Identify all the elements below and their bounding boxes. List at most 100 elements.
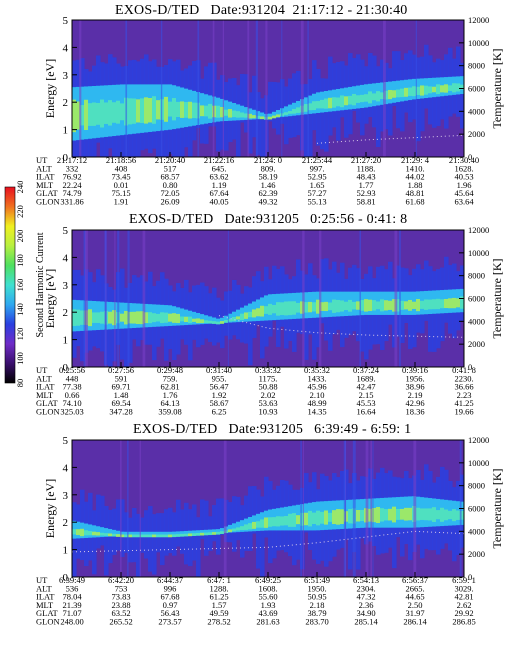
spectral-cell: [280, 79, 285, 124]
spectral-cell: [112, 102, 117, 123]
orbit-value: 42.96: [405, 398, 424, 408]
orbit-value: 1950.: [307, 583, 326, 593]
y2-axis-label: Temperature [K]: [490, 258, 504, 338]
orbit-value: 1.77: [359, 180, 374, 190]
spectral-cell: [188, 101, 193, 119]
spectral-cell: [172, 534, 177, 538]
y2-tick-label: 4000: [468, 526, 485, 536]
orbit-value: 2.10: [310, 390, 325, 400]
spectral-streak: [117, 230, 120, 367]
y2-tick-label: 4000: [468, 106, 485, 116]
spectral-cell: [108, 311, 113, 324]
spectral-cell: [76, 101, 81, 130]
spectral-cell: [260, 116, 265, 120]
spectral-cell: [264, 517, 269, 528]
orbit-value: 248.00: [60, 617, 83, 627]
spectral-cell: [120, 499, 125, 557]
spectral-cell: [232, 528, 237, 532]
y-tick-label: 3: [63, 70, 69, 82]
spectral-cell: [148, 534, 153, 538]
spectral-cell: [208, 320, 213, 324]
y2-tick-label: 12000: [468, 225, 489, 235]
y-tick-label: 5: [63, 225, 69, 237]
spectral-cell: [200, 314, 205, 325]
spectral-cell: [156, 534, 161, 538]
spectral-cell: [380, 508, 385, 522]
spectral-cell: [156, 531, 161, 536]
spectral-cell: [340, 509, 345, 525]
spectral-cell: [240, 73, 245, 123]
spectral-cell: [352, 93, 357, 106]
orbit-row-label-mlt: MLT: [36, 600, 54, 610]
spectral-cell: [248, 311, 253, 318]
spectrogram-2: [72, 230, 464, 367]
spectral-cell: [128, 534, 133, 538]
orbit-value: 0:37:24: [353, 365, 380, 375]
spectral-cell: [268, 81, 273, 122]
y-tick-label: 1: [63, 125, 69, 137]
spectral-cell: [200, 282, 205, 345]
spectral-cell: [308, 78, 313, 157]
y-tick-label: 1: [63, 545, 69, 557]
orbit-value: 325.03: [60, 407, 83, 417]
orbit-value: 359.08: [158, 407, 181, 417]
orbit-row-label-glat: GLAT: [36, 608, 59, 618]
spectral-cell: [408, 507, 413, 521]
spectral-cell: [332, 97, 337, 108]
spectral-cell: [96, 532, 101, 536]
spectral-cell: [96, 526, 101, 538]
spectral-cell: [124, 531, 129, 536]
spectral-cell: [188, 509, 193, 567]
spectral-cell: [180, 101, 185, 118]
spectral-cell: [200, 499, 205, 540]
spectral-cell: [296, 515, 301, 525]
spectral-cell: [316, 101, 321, 109]
spectral-cell: [280, 113, 285, 117]
spectral-cell: [116, 530, 121, 537]
y-axis-label: Energy [eV]: [43, 479, 57, 538]
spectral-cell: [192, 530, 197, 535]
spectral-cell: [236, 527, 241, 531]
spectral-cell: [184, 533, 189, 537]
spectral-streak: [255, 20, 258, 157]
orbit-value: 62.39: [258, 188, 277, 198]
spectral-cell: [260, 112, 265, 119]
spectral-cell: [80, 310, 85, 325]
spectral-cell: [216, 318, 221, 324]
spectral-cell: [444, 298, 449, 309]
y2-tick-label: 0: [468, 572, 472, 582]
y2-tick-label: 12000: [468, 435, 489, 445]
spectral-cell: [220, 528, 225, 534]
orbit-value: 2.23: [457, 390, 472, 400]
orbit-value: 6:56:37: [402, 575, 428, 585]
spectral-cell: [420, 300, 425, 309]
spectral-cell: [244, 524, 249, 530]
spectral-cell: [240, 526, 245, 531]
spectral-cell: [360, 300, 365, 311]
spectral-cell: [272, 304, 277, 314]
spectral-cell: [360, 94, 365, 103]
spectral-cell: [288, 104, 293, 117]
spectral-cell: [100, 311, 105, 324]
spectral-cell: [236, 496, 241, 541]
spectral-cell: [392, 299, 397, 312]
spectral-cell: [200, 532, 205, 536]
orbit-value: 58.19: [258, 172, 277, 182]
orbit-row-label-alt: ALT: [36, 583, 53, 593]
spectral-streak: [222, 20, 224, 157]
y-tick-label: 2: [63, 97, 69, 109]
orbit-value: 1.48: [114, 390, 129, 400]
spectral-cell: [256, 92, 261, 155]
spectral-cell: [312, 302, 317, 312]
spectral-streak: [300, 440, 302, 577]
orbit-value: 52.93: [356, 188, 375, 198]
spectral-cell: [408, 299, 413, 311]
spectral-cell: [264, 306, 269, 314]
spectral-cell: [232, 523, 237, 533]
y-tick-label: 4: [63, 462, 69, 474]
spectral-cell: [216, 529, 221, 534]
spectral-cell: [368, 508, 373, 522]
orbit-value: 21:30:40: [449, 155, 479, 165]
spectral-streak: [127, 230, 130, 367]
spectral-cell: [368, 299, 373, 312]
